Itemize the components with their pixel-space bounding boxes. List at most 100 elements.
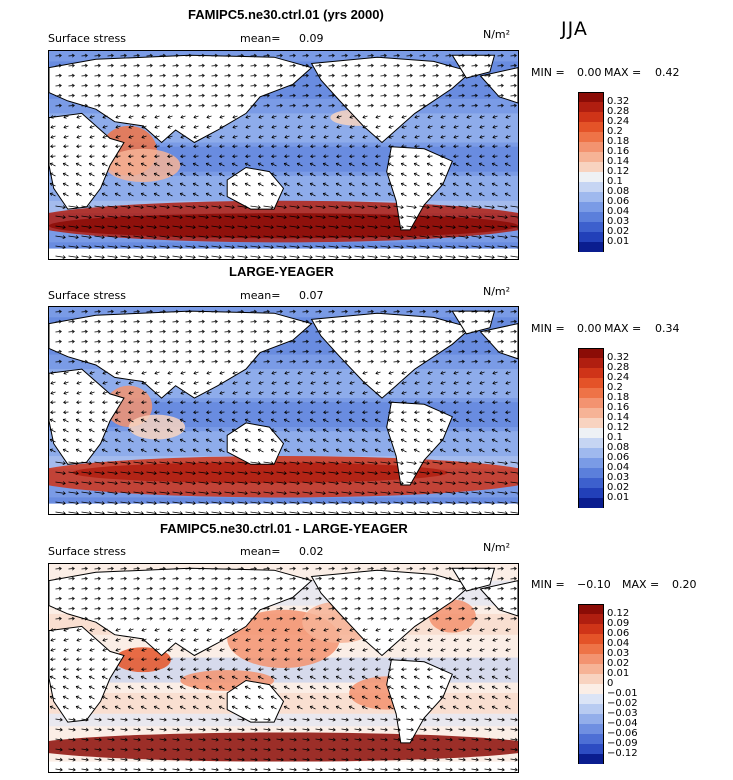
stress-arrowhead	[465, 685, 470, 689]
stress-arrow	[159, 215, 170, 218]
stress-arrowhead	[110, 349, 114, 354]
stress-arrowhead	[318, 586, 322, 591]
stress-arrowhead	[111, 727, 115, 732]
stress-arrow	[367, 491, 378, 494]
stress-arrowhead	[179, 172, 184, 176]
stress-arrow	[276, 65, 283, 67]
colorbar-swatch	[578, 604, 604, 615]
stress-arrowhead	[214, 586, 218, 591]
stress-arrowhead	[189, 757, 193, 762]
stress-arrow	[504, 172, 511, 177]
colorbar-tick-label: 0.12	[607, 422, 630, 433]
stress-arrowhead	[439, 235, 443, 240]
stress-arrowhead	[452, 438, 457, 442]
stress-arrow	[452, 182, 459, 187]
stress-arrow	[68, 738, 76, 741]
stress-arrowhead	[331, 329, 335, 334]
stress-arrow	[315, 245, 326, 248]
stress-arrowhead	[245, 648, 249, 652]
stress-arrow	[445, 718, 453, 721]
stress-arrowhead	[279, 53, 283, 58]
stress-arrowhead	[62, 705, 67, 709]
stress-arrow	[68, 225, 79, 228]
stress-arrow	[185, 618, 192, 620]
stress-arrowhead	[426, 491, 430, 496]
stress-arrow	[198, 245, 209, 248]
stress-arrowhead	[439, 162, 444, 166]
stress-arrowhead	[228, 767, 232, 772]
stress-arrow	[76, 155, 82, 157]
stress-arrow	[419, 311, 426, 313]
stress-arrowhead	[206, 391, 210, 395]
stress-arrowhead	[400, 182, 405, 186]
stress-arrowhead	[461, 103, 465, 108]
stress-arrowhead	[309, 448, 314, 452]
stress-arrow	[68, 768, 76, 771]
stress-arrow	[172, 105, 179, 107]
stress-arrow	[140, 675, 147, 680]
stress-arrow	[185, 491, 196, 494]
stress-arrowhead	[370, 93, 374, 98]
stress-arrow	[198, 748, 206, 751]
stress-arrowhead	[465, 705, 470, 709]
stress-arrowhead	[292, 83, 296, 88]
stress-arrowhead	[479, 371, 483, 375]
stress-arrowhead	[358, 737, 362, 742]
stress-arrowhead	[306, 757, 310, 762]
colorbar-tick-label: 0.04	[607, 206, 630, 217]
stress-arrow	[185, 85, 192, 87]
stress-arrow	[471, 568, 478, 570]
stress-arrow	[270, 675, 277, 680]
stress-arrow	[81, 501, 92, 504]
stress-arrowhead	[336, 400, 340, 405]
stress-arrowhead	[335, 245, 339, 250]
stress-arrow	[322, 438, 329, 443]
stress-arrowhead	[49, 685, 54, 689]
stress-arrowhead	[279, 93, 283, 98]
stress-arrow	[341, 341, 348, 343]
stress-arrow	[406, 511, 417, 514]
stress-arrowhead	[114, 461, 118, 466]
stress-arrowhead	[141, 391, 145, 395]
stress-arrowhead	[102, 648, 106, 652]
stress-arrowhead	[487, 596, 491, 601]
stress-arrowhead	[292, 63, 296, 68]
stress-arrowhead	[361, 491, 365, 496]
stress-arrow	[297, 638, 303, 641]
stress-arrow	[68, 578, 75, 580]
stress-arrowhead	[192, 461, 196, 466]
stress-arrow	[115, 145, 121, 147]
stress-arrow	[276, 768, 284, 771]
stress-arrowhead	[361, 695, 366, 699]
stress-arrowhead	[205, 705, 210, 709]
stress-arrowhead	[192, 695, 197, 699]
stress-arrowhead	[426, 418, 431, 422]
stress-arrowhead	[97, 73, 101, 78]
stress-arrowhead	[439, 428, 444, 432]
stress-arrowhead	[75, 255, 79, 259]
stress-arrow	[179, 428, 186, 433]
stress-arrowhead	[85, 747, 89, 752]
stress-arrow	[419, 215, 430, 218]
stress-arrowhead	[257, 162, 262, 166]
stress-arrow	[323, 125, 329, 128]
stress-arrow	[76, 145, 82, 147]
stress-arrowhead	[201, 576, 205, 581]
stress-arrow	[232, 401, 238, 403]
stress-arrowhead	[111, 737, 115, 742]
stress-arrowhead	[192, 235, 196, 240]
stress-arrow	[55, 361, 62, 363]
stress-arrowhead	[427, 125, 431, 129]
stress-arrow	[263, 511, 274, 514]
stress-arrow	[166, 428, 173, 433]
colorbar-swatch	[578, 102, 604, 112]
stress-arrowhead	[427, 667, 431, 672]
stress-arrowhead	[374, 438, 379, 442]
stress-arrowhead	[127, 162, 132, 166]
stress-arrowhead	[505, 410, 509, 415]
stress-arrowhead	[101, 172, 106, 176]
stress-arrowhead	[218, 205, 222, 210]
stress-arrowhead	[49, 428, 54, 432]
stress-arrowhead	[440, 371, 444, 375]
stress-arrowhead	[193, 638, 197, 642]
